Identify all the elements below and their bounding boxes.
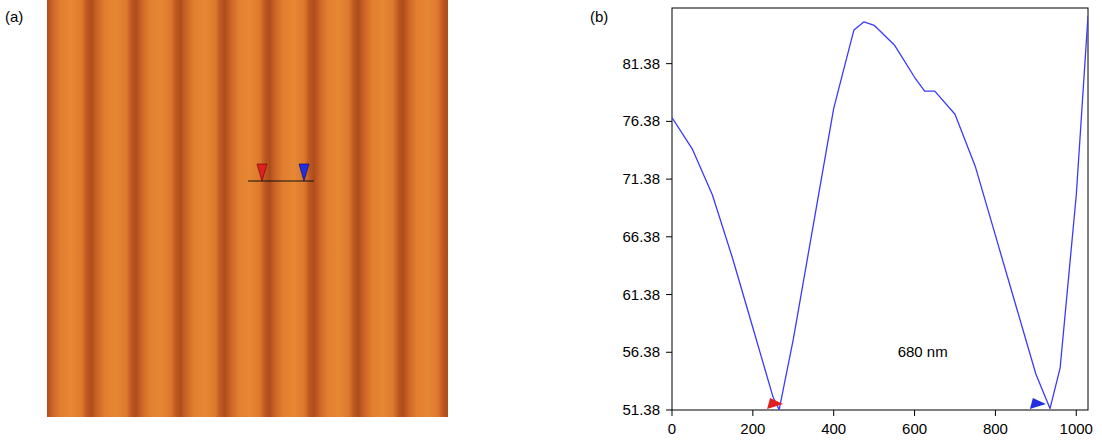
y-tick [666, 63, 672, 64]
x-tick-label: 0 [668, 420, 676, 437]
y-tick [666, 294, 672, 295]
x-tick-label: 1000 [1060, 420, 1093, 437]
annotation: 680 nm [898, 343, 948, 360]
x-tick [752, 410, 753, 416]
cursor-marker [767, 398, 783, 409]
y-tick [666, 410, 672, 411]
y-tick-label: 56.38 [622, 343, 660, 360]
y-tick [666, 121, 672, 122]
x-tick-label: 200 [740, 420, 765, 437]
figure: (a) (b) 51.38 56.38 61.38 66.38 71.38 76.38 81.3… [0, 0, 1102, 440]
y-tick [666, 236, 672, 237]
afm-shade [47, 0, 448, 417]
plot-frame [672, 8, 1088, 410]
plot-data [672, 16, 1088, 410]
cursor-marker [1030, 398, 1046, 409]
x-tick-label: 400 [821, 420, 846, 437]
y-tick-label: 61.38 [622, 286, 660, 303]
y-tick-label: 71.38 [622, 170, 660, 187]
y-tick-label: 81.38 [622, 55, 660, 72]
y-tick-label: 66.38 [622, 228, 660, 245]
y-tick-label: 76.38 [622, 112, 660, 129]
marker-blue [299, 164, 309, 181]
panel-label: (a) [5, 8, 23, 25]
x-tick-label: 600 [902, 420, 927, 437]
x-tick [1076, 410, 1077, 416]
y-tick-label: 51.38 [622, 401, 660, 418]
profile-curve [672, 16, 1088, 410]
x-tick [833, 410, 834, 416]
marker-red [257, 164, 267, 181]
y-tick [666, 352, 672, 353]
panel-b: 51.38 56.38 61.38 66.38 71.38 76.38 81.38 0 200 4… [622, 8, 1093, 437]
x-tick [995, 410, 996, 416]
x-tick-label: 800 [983, 420, 1008, 437]
panel-label: (b) [590, 8, 608, 25]
y-tick [666, 179, 672, 180]
panel-a [47, 0, 448, 417]
afm-image [47, 0, 448, 417]
x-tick [914, 410, 915, 416]
x-tick [672, 410, 673, 416]
